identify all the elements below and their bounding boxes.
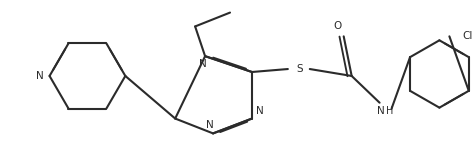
Text: N: N <box>376 106 384 116</box>
Text: N: N <box>199 59 207 69</box>
Text: N: N <box>206 121 214 130</box>
Text: N: N <box>36 71 43 81</box>
Text: N: N <box>256 106 263 116</box>
Text: S: S <box>296 64 302 74</box>
Text: O: O <box>333 21 341 31</box>
Text: H: H <box>385 106 392 116</box>
Text: Cl: Cl <box>461 31 472 41</box>
